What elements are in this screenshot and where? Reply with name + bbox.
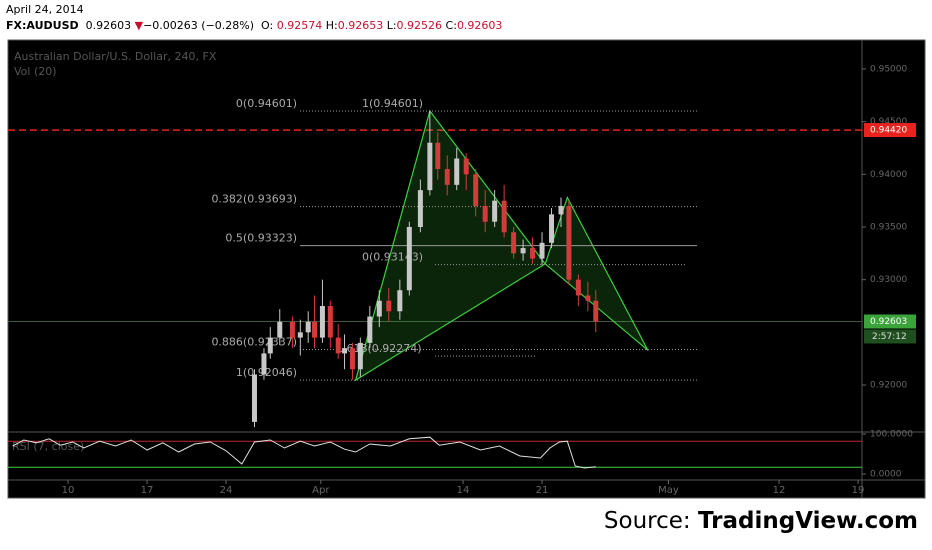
candle-body xyxy=(501,200,507,233)
source: Source: TradingView.com xyxy=(604,508,918,534)
y-tick-label: 0.93500 xyxy=(870,222,907,232)
candle-body xyxy=(520,248,526,254)
x-tick-label: May xyxy=(658,485,679,496)
high: 0.92653 xyxy=(337,19,384,32)
candle-body xyxy=(585,295,591,301)
fib-label: 0.886(0.92337) xyxy=(211,336,297,349)
candle-body xyxy=(342,348,348,354)
arrow: ▼ xyxy=(134,19,144,32)
candle-body xyxy=(482,205,488,222)
y-tick-label: 0.92000 xyxy=(870,381,907,391)
candle-body xyxy=(349,348,355,370)
fib-label: 0.382(0.93693) xyxy=(211,193,297,206)
low-label: L: xyxy=(386,19,397,32)
alert-label: 0.94420 xyxy=(870,126,907,136)
candle-body xyxy=(492,200,498,222)
candle-body xyxy=(539,242,545,259)
candle-body xyxy=(530,248,536,259)
candle-body xyxy=(305,321,311,333)
candle-body xyxy=(319,306,325,338)
fib-label: 0.5(0.93323) xyxy=(225,232,297,245)
x-tick-label: 21 xyxy=(536,485,549,496)
date: April 24, 2014 xyxy=(6,3,84,16)
y-tick-label: 0.93000 xyxy=(870,275,907,285)
candle-body xyxy=(327,306,333,338)
candle-body xyxy=(367,316,373,343)
candle-body xyxy=(261,353,267,375)
high-label: H: xyxy=(325,19,338,32)
open: 0.92574 xyxy=(276,19,323,32)
candle-body xyxy=(454,158,460,185)
candle-body xyxy=(357,342,363,370)
x-tick-label: 14 xyxy=(457,485,470,496)
candle-body xyxy=(335,337,341,354)
candle-body xyxy=(593,300,599,322)
fib-label: 0(0.94601) xyxy=(236,97,297,110)
alert-label-box xyxy=(864,123,916,138)
candle-body xyxy=(566,205,572,280)
candle-body xyxy=(267,337,273,354)
candle-body xyxy=(297,332,303,338)
x-tick-label: 24 xyxy=(220,485,233,496)
change: −0.00263 (−0.28%) xyxy=(143,19,255,32)
rsi-line xyxy=(12,436,596,469)
x-tick-label: 17 xyxy=(141,485,154,496)
x-tick-label: 12 xyxy=(773,485,786,496)
candle-body xyxy=(575,279,581,296)
candle-body xyxy=(511,232,517,254)
y-tick-label: 0.94500 xyxy=(870,117,907,127)
quote-line: FX:AUDUSD 0.92603 ▼−0.00263 (−0.28%) O: … xyxy=(6,18,502,34)
candle-body xyxy=(549,214,555,243)
candle-body xyxy=(444,169,450,185)
fib-ext-label: 1.618(0.92274) xyxy=(336,342,422,355)
chart-subtitle: Vol (20) xyxy=(14,65,57,78)
last-price-box xyxy=(864,314,916,329)
close-label: C: xyxy=(445,19,457,32)
chart: Australian Dollar/U.S. Dollar, 240, FX V… xyxy=(7,39,926,499)
candle-body xyxy=(277,321,283,338)
candle-body xyxy=(473,174,479,206)
y-tick-label: 0.94000 xyxy=(870,170,907,180)
timer-box xyxy=(864,329,916,344)
rsi-y-tick-label: 0.0000 xyxy=(870,470,902,480)
candle-body xyxy=(397,290,403,312)
fib-ext-label: 0(0.93143) xyxy=(362,251,423,264)
candle-body xyxy=(251,374,257,422)
open-label: O: xyxy=(261,19,274,32)
x-tick-label: 19 xyxy=(852,485,865,496)
candle-body xyxy=(558,205,564,215)
x-tick-label: 10 xyxy=(62,485,75,496)
source-label: Source: xyxy=(603,508,691,534)
candle-body xyxy=(386,300,392,312)
timer-label: 2:57:12 xyxy=(872,332,907,342)
y-tick-label: 0.95000 xyxy=(870,64,907,74)
last: 0.92603 xyxy=(85,19,132,32)
candle-body xyxy=(417,190,423,227)
chart-frame xyxy=(7,39,926,499)
candle-body xyxy=(406,226,412,291)
candle-body xyxy=(376,300,382,317)
rsi-y-tick-label: 100.0000 xyxy=(870,430,913,440)
candle-body xyxy=(312,321,318,338)
candle-body xyxy=(463,158,469,175)
low: 0.92526 xyxy=(396,19,443,32)
fib-ext-label: 1(0.94601) xyxy=(362,97,423,110)
symbol: FX:AUDUSD xyxy=(6,19,79,32)
source-name: TradingView.com xyxy=(697,508,918,534)
last-price-label: 0.92603 xyxy=(870,317,907,327)
chart-title: Australian Dollar/U.S. Dollar, 240, FX xyxy=(14,50,217,63)
close: 0.92603 xyxy=(456,19,503,32)
candle-body xyxy=(289,321,295,338)
x-tick-label: Apr xyxy=(312,485,330,496)
candle-body xyxy=(435,142,441,170)
candle-body xyxy=(427,142,433,191)
header: April 24, 2014 FX:AUDUSD 0.92603 ▼−0.002… xyxy=(6,2,502,34)
